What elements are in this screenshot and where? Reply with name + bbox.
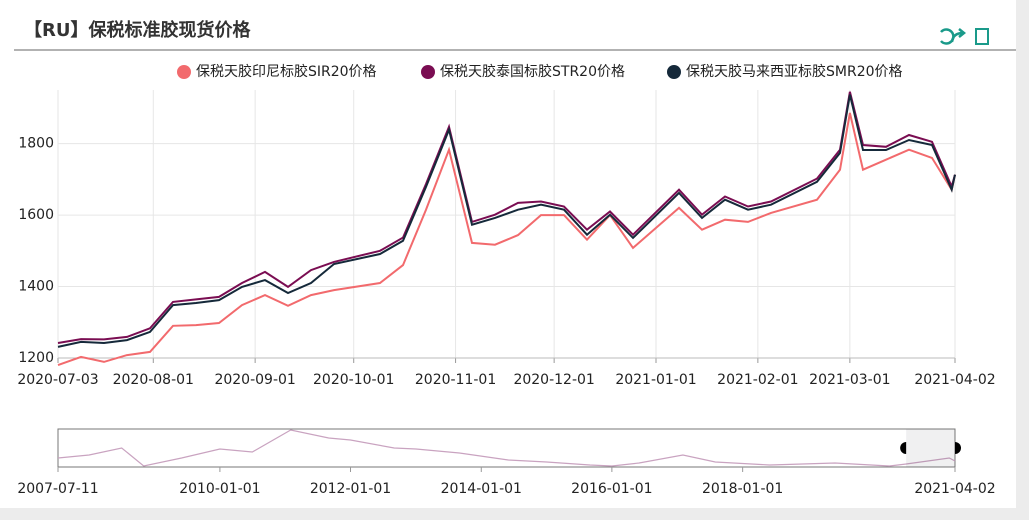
x-tick-label: 2021-01-01 bbox=[615, 372, 696, 388]
image-icon[interactable] bbox=[975, 28, 989, 45]
series-line bbox=[57, 429, 956, 467]
x-tick-label: 2020-07-03 bbox=[17, 372, 98, 388]
y-tick-label: 1600 bbox=[18, 207, 54, 223]
x-tick-label: 2021-04-02 bbox=[914, 372, 995, 388]
x-tick-label: 2016-01-01 bbox=[571, 481, 652, 497]
x-tick-label: 2020-09-01 bbox=[214, 372, 295, 388]
toolbar[interactable] bbox=[940, 28, 989, 45]
x-tick-label: 2018-01-01 bbox=[702, 481, 783, 497]
legend-label: 保税天胶印尼标胶SIR20价格 bbox=[196, 63, 377, 80]
navigator-selection bbox=[906, 429, 955, 467]
y-tick-label: 1800 bbox=[18, 136, 54, 152]
series-line bbox=[57, 94, 956, 348]
legend-marker bbox=[667, 65, 681, 79]
x-tick-label: 2021-04-02 bbox=[914, 481, 995, 497]
x-tick-label: 2021-02-01 bbox=[717, 372, 798, 388]
x-tick-label: 2010-01-01 bbox=[179, 481, 260, 497]
y-tick-label: 1400 bbox=[18, 279, 54, 295]
x-tick-label: 2020-11-01 bbox=[415, 372, 496, 388]
panel bbox=[0, 0, 1016, 508]
x-tick-label: 2021-03-01 bbox=[809, 372, 890, 388]
x-tick-label: 2020-08-01 bbox=[113, 372, 194, 388]
x-tick-label: 2020-12-01 bbox=[513, 372, 594, 388]
legend-label: 保税天胶泰国标胶STR20价格 bbox=[440, 63, 625, 80]
x-tick-label: 2020-10-01 bbox=[313, 372, 394, 388]
navigator-handle bbox=[900, 442, 907, 454]
x-tick-label: 2014-01-01 bbox=[441, 481, 522, 497]
chart-title: 【RU】保税标准胶现货价格 bbox=[24, 19, 251, 41]
x-tick-label: 2012-01-01 bbox=[310, 481, 391, 497]
navigator-handle bbox=[955, 442, 961, 454]
share-icon[interactable] bbox=[950, 28, 967, 43]
legend-label: 保税天胶马来西亚标胶SMR20价格 bbox=[686, 63, 903, 80]
x-tick-label: 2007-07-11 bbox=[17, 481, 98, 497]
series-line bbox=[57, 112, 956, 367]
legend-marker bbox=[177, 65, 191, 79]
y-tick-label: 1200 bbox=[18, 350, 54, 366]
legend-marker bbox=[421, 65, 435, 79]
